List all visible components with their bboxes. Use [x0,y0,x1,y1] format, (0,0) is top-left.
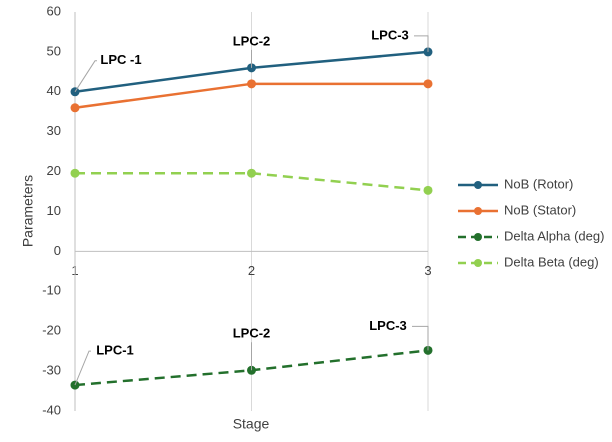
annotation: LPC-3 [371,27,409,42]
legend-marker [474,181,482,189]
data-point [423,185,433,195]
y-tick-label: 60 [47,3,61,18]
annotation: LPC-2 [233,326,271,341]
legend-label: Delta Alpha (deg) [504,228,604,243]
annotation: LPC-1 [96,343,134,358]
y-tick-label: 0 [54,243,61,258]
callout-line [74,350,91,386]
y-tick-label: 40 [47,83,61,98]
annotation: LPC-3 [369,318,407,333]
y-tick-label: 20 [47,163,61,178]
data-point [423,79,433,89]
x-axis-title: Stage [233,416,270,432]
y-tick-label: -40 [42,402,61,417]
y-tick-label: 30 [47,123,61,138]
y-axis-title: Parameters [20,175,36,247]
y-tick-label: 10 [47,203,61,218]
callout-line [414,35,429,52]
data-point [70,103,80,113]
legend-marker [474,207,482,215]
x-tick-label: 3 [424,263,431,278]
legend-label: NoB (Stator) [504,202,576,217]
legend-marker [474,259,482,267]
data-point [247,168,256,178]
x-tick-label: 2 [248,263,255,278]
data-point [70,168,80,178]
annotation: LPC-2 [233,33,271,48]
legend-label: NoB (Rotor) [504,176,573,191]
y-tick-label: 50 [47,43,61,58]
legend-label: Delta Beta (deg) [504,254,599,269]
annotation: LPC -1 [100,52,141,67]
y-tick-label: -20 [42,323,61,338]
callout-line [412,325,429,351]
y-tick-label: -30 [42,363,61,378]
legend-marker [474,233,482,241]
callout-line [74,60,97,93]
data-point [247,79,256,89]
y-tick-label: -10 [42,283,61,298]
